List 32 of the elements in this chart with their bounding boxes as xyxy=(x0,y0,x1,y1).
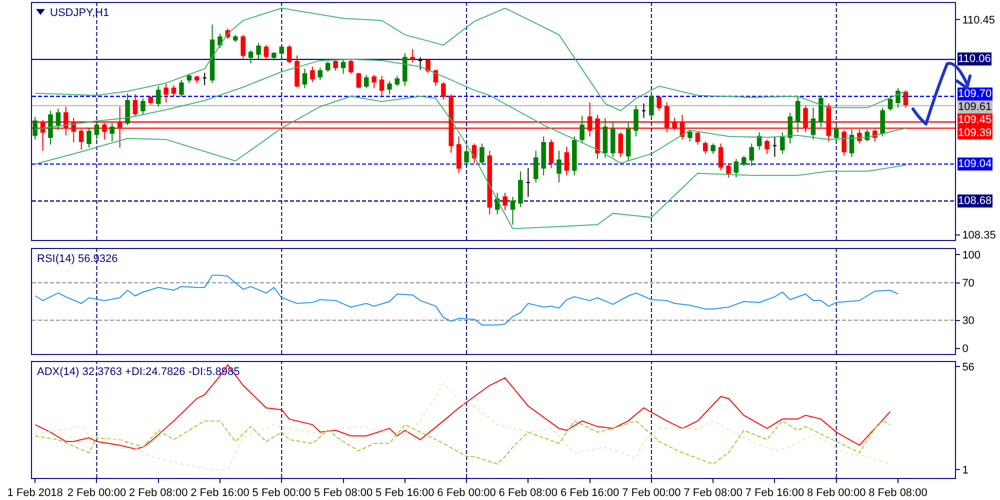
y-tick-label: 108.35 xyxy=(962,230,996,242)
x-tick-label: 7 Feb 08:00 xyxy=(684,487,742,500)
chart-title: RSI(14) 56.9326 xyxy=(37,253,118,265)
y-tick-label: 30 xyxy=(962,315,974,328)
ref-line-label: 109.04 xyxy=(958,158,992,170)
ref-line-label: 109.61 xyxy=(958,101,992,113)
x-tick-label: 7 Feb 16:00 xyxy=(745,487,804,500)
x-tick-label: 2 Feb 08:00 xyxy=(128,487,188,500)
ref-line-label: 108.68 xyxy=(958,195,992,207)
x-tick-label: 2 Feb 00:00 xyxy=(67,487,126,500)
y-tick-label: 56 xyxy=(962,362,974,374)
ref-line-label: 109.39 xyxy=(958,127,992,139)
ref-line-label: 109.45 xyxy=(958,114,992,126)
x-tick-label: 6 Feb 08:00 xyxy=(498,487,558,500)
x-tick-label: 5 Feb 16:00 xyxy=(376,487,434,500)
y-tick-label: 70 xyxy=(962,278,974,290)
x-tick-label: 5 Feb 08:00 xyxy=(314,487,373,500)
x-tick-label: 6 Feb 00:00 xyxy=(437,487,496,500)
ref-line-label: 109.70 xyxy=(958,88,992,100)
y-tick-label: 1 xyxy=(962,464,968,476)
x-tick-label: 5 Feb 00:00 xyxy=(252,487,311,500)
x-tick-label: 8 Feb 08:00 xyxy=(868,487,928,500)
ref-line-label: 110.06 xyxy=(958,53,991,65)
x-tick-label: 8 Feb 00:00 xyxy=(806,487,866,500)
x-tick-label: 6 Feb 16:00 xyxy=(560,487,620,500)
y-tick-label: 0 xyxy=(962,343,968,356)
x-tick-label: 2 Feb 16:00 xyxy=(190,487,250,500)
y-tick-label: 100 xyxy=(962,249,981,262)
chart-title: USDJPY,H1 xyxy=(50,7,110,19)
x-tick-label: 7 Feb 00:00 xyxy=(622,487,681,500)
x-tick-label: 1 Feb 2018 xyxy=(7,487,63,500)
y-tick-label: 110.45 xyxy=(962,14,996,26)
